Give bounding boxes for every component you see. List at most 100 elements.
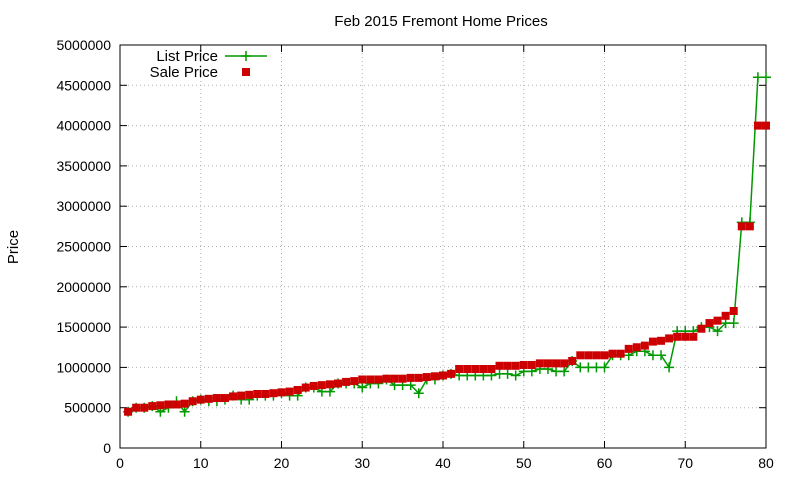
legend-label-list-price: List Price — [156, 48, 218, 65]
sale-price-point — [390, 374, 399, 383]
list-price-point — [761, 72, 771, 83]
sale-price-point — [342, 377, 351, 386]
sale-price-point — [132, 403, 141, 412]
sale-price-point — [560, 359, 569, 368]
sale-price-point — [350, 377, 359, 386]
sale-price-point — [245, 390, 254, 399]
list-price-point — [413, 388, 424, 399]
sale-price-point — [439, 371, 447, 380]
y-axis-label: Price — [5, 230, 22, 264]
sale-price-point — [640, 341, 649, 350]
list-price-point — [357, 382, 368, 393]
y-tick-label: 2000000 — [56, 279, 111, 295]
chart-title: Feb 2015 Fremont Home Prices — [334, 13, 547, 30]
sale-price-point — [681, 332, 690, 341]
list-price-point — [728, 318, 739, 329]
legend-label-sale-price: Sale Price — [150, 64, 218, 81]
sale-price-point — [220, 394, 229, 403]
x-tick-label: 20 — [274, 455, 290, 471]
sale-price-point — [729, 306, 738, 315]
sale-price-point — [406, 373, 415, 382]
sale-price-point — [293, 385, 302, 394]
sale-price-point — [309, 381, 318, 390]
x-tick-label: 50 — [516, 455, 532, 471]
x-tick-label: 40 — [435, 455, 451, 471]
sale-price-point — [632, 343, 641, 352]
sale-price-point — [616, 349, 625, 358]
x-tick-label: 60 — [597, 455, 613, 471]
sale-price-point — [697, 324, 706, 333]
sale-price-point — [398, 374, 407, 383]
legend-sample-list-price — [225, 51, 267, 61]
y-tick-label: 4500000 — [56, 77, 111, 93]
y-tick-label: 500000 — [64, 400, 111, 416]
sale-price-point — [552, 359, 561, 368]
legend-marker — [242, 68, 250, 76]
y-tick-label: 4000000 — [56, 118, 111, 134]
sale-price-point — [503, 361, 512, 370]
sale-price-point — [334, 379, 343, 388]
sale-price-point — [164, 400, 173, 409]
sale-price-point — [253, 389, 262, 398]
sale-price-point — [657, 336, 666, 345]
series-list-price — [123, 72, 771, 417]
legend-sample-sale-price — [242, 68, 250, 76]
sale-price-point — [301, 383, 310, 392]
sale-price-point — [172, 400, 181, 409]
x-tick-label: 10 — [193, 455, 209, 471]
sale-price-point — [269, 389, 278, 398]
sale-price-point — [317, 381, 326, 390]
sale-price-point — [285, 387, 294, 396]
sale-price-point — [212, 394, 221, 403]
sale-price-point — [261, 389, 270, 398]
sale-price-point — [543, 359, 552, 368]
sale-price-point — [600, 351, 609, 360]
list-price-point — [502, 368, 513, 379]
sale-price-point — [430, 372, 439, 381]
sale-price-point — [140, 403, 149, 412]
sale-price-point — [487, 365, 496, 374]
sale-price-point — [196, 395, 205, 404]
sale-price-point — [156, 401, 165, 410]
sale-price-point — [568, 356, 577, 365]
sale-price-point — [463, 365, 472, 374]
sale-price-point — [374, 375, 383, 384]
y-tick-label: 5000000 — [56, 37, 111, 53]
list-price-point — [559, 366, 570, 377]
x-tick-label: 70 — [677, 455, 693, 471]
sale-price-point — [648, 337, 657, 346]
list-price-point — [656, 350, 667, 361]
y-tick-label: 3500000 — [56, 158, 111, 174]
grid — [120, 45, 766, 448]
sale-price-point — [366, 375, 375, 384]
sale-price-point — [447, 369, 456, 378]
legend: List Price Sale Price — [150, 48, 267, 81]
x-tick-label: 80 — [758, 455, 774, 471]
x-tick-label: 0 — [116, 455, 124, 471]
sale-price-point — [745, 222, 754, 231]
sale-price-point — [422, 373, 431, 382]
sale-price-point — [204, 394, 213, 403]
sale-price-point — [325, 380, 334, 389]
sale-price-point — [624, 344, 633, 353]
sale-price-point — [124, 407, 133, 416]
sale-price-point — [608, 349, 617, 358]
sale-price-point — [277, 388, 286, 397]
sale-price-point — [229, 392, 238, 401]
sale-price-point — [689, 332, 698, 341]
sale-price-point — [519, 360, 528, 369]
y-tick-label: 3000000 — [56, 198, 111, 214]
sale-price-point — [576, 351, 585, 360]
sale-price-point — [455, 365, 464, 374]
list-price-point — [599, 362, 610, 373]
sale-price-point — [737, 222, 746, 231]
list-price-line — [127, 76, 766, 413]
sale-price-point — [713, 316, 722, 325]
sale-price-point — [592, 351, 601, 360]
list-price-point — [510, 370, 521, 381]
axis-ticks: 0 500000 1000000 1500000 2000000 2500000 30000… — [56, 37, 774, 471]
sale-price-point — [237, 391, 246, 400]
legend-marker — [241, 51, 251, 61]
y-tick-label: 1000000 — [56, 359, 111, 375]
